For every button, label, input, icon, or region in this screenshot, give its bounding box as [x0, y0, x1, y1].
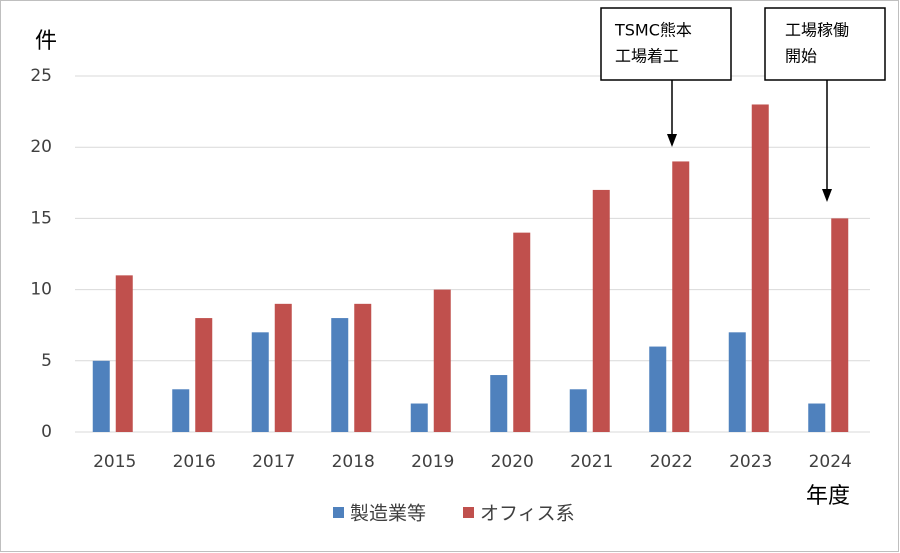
bar [92, 360, 110, 432]
bar [115, 275, 133, 432]
bar [172, 389, 190, 432]
bar [672, 161, 690, 432]
legend-label: 製造業等 [350, 503, 426, 525]
bar [490, 375, 508, 432]
bar [354, 303, 372, 432]
x-tick-label: 2021 [570, 452, 613, 472]
x-tick-label: 2024 [809, 452, 852, 472]
x-tick-label: 2023 [729, 452, 772, 472]
annotation-arrowhead [822, 189, 832, 202]
y-tick-label: 25 [30, 66, 52, 86]
legend-label: オフィス系 [480, 503, 575, 525]
annotation-box [764, 7, 886, 81]
x-tick-label: 2017 [252, 452, 295, 472]
bar [331, 318, 349, 432]
bar [274, 303, 292, 432]
y-tick-label: 5 [41, 351, 52, 371]
bar [808, 403, 826, 432]
bar [513, 232, 531, 432]
legend-swatch [463, 507, 474, 518]
x-tick-label: 2018 [332, 452, 375, 472]
bar [728, 332, 746, 432]
annotation-text: 開始 [785, 47, 817, 66]
y-tick-label: 15 [30, 208, 52, 228]
bar [410, 403, 428, 432]
x-axis-label: 年度 [806, 484, 850, 509]
bar [569, 389, 587, 432]
annotation-arrowhead [667, 134, 677, 147]
x-tick-label: 2019 [411, 452, 454, 472]
y-tick-label: 10 [30, 280, 52, 300]
bar [433, 289, 451, 432]
annotation-text: 工場稼働 [785, 21, 849, 40]
x-tick-label: 2015 [93, 452, 136, 472]
bar [831, 218, 849, 432]
y-tick-label: 20 [30, 137, 52, 157]
annotation-text: 工場着工 [615, 47, 679, 66]
annotation-text: TSMC熊本 [614, 21, 692, 40]
legend-swatch [333, 507, 344, 518]
bar [195, 318, 213, 432]
bar [649, 346, 667, 432]
annotation-box [600, 7, 732, 81]
x-tick-label: 2016 [173, 452, 216, 472]
y-tick-label: 0 [41, 422, 52, 442]
x-tick-label: 2020 [491, 452, 534, 472]
y-axis-label: 件 [35, 29, 57, 54]
x-tick-label: 2022 [650, 452, 693, 472]
bar [251, 332, 269, 432]
bar [751, 104, 769, 432]
bar [592, 189, 610, 432]
